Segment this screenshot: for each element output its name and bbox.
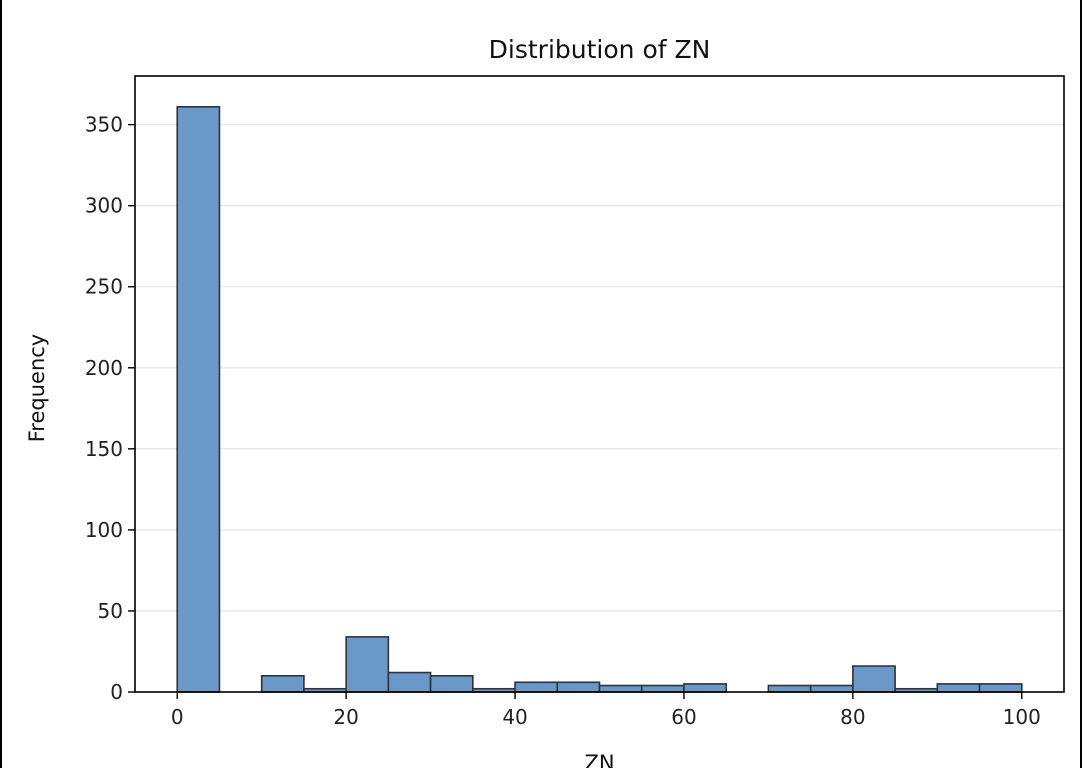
histogram-bar xyxy=(936,683,981,693)
histogram-bar xyxy=(260,674,305,693)
histogram-bar xyxy=(767,684,812,693)
x-tick-label: 100 xyxy=(1003,705,1041,729)
y-axis-ticks: 0 50 100 150 200 250 300 350 xyxy=(85,113,135,704)
histogram-bar xyxy=(978,683,1023,693)
x-tick-label: 60 xyxy=(671,705,696,729)
x-tick-label: 0 xyxy=(171,705,184,729)
y-tick-label: 350 xyxy=(85,113,123,137)
y-tick-label: 0 xyxy=(110,680,123,704)
y-tick-label: 150 xyxy=(85,437,123,461)
x-axis-label: ZN xyxy=(584,751,614,768)
histogram-bar xyxy=(387,671,432,693)
y-tick-label: 250 xyxy=(85,275,123,299)
histogram-bar xyxy=(556,681,601,693)
histogram-bar xyxy=(176,106,221,693)
plot-area-border xyxy=(134,75,1065,693)
histogram-bars xyxy=(176,106,1023,693)
chart-title: Distribution of ZN xyxy=(489,35,711,64)
y-tick-label: 100 xyxy=(85,518,123,542)
histogram-bar xyxy=(640,684,685,693)
histogram-bar xyxy=(598,684,643,693)
histogram-bar xyxy=(429,674,474,693)
x-axis-ticks: 0 20 40 60 80 100 xyxy=(171,692,1041,729)
y-tick-label: 200 xyxy=(85,356,123,380)
histogram-bar xyxy=(683,683,727,693)
histogram-bar xyxy=(514,681,559,693)
y-tick-label: 50 xyxy=(98,599,123,623)
y-axis-label: Frequency xyxy=(25,334,49,443)
histogram-bar xyxy=(852,665,896,693)
histogram-bar xyxy=(345,636,390,693)
x-tick-label: 40 xyxy=(502,705,527,729)
x-tick-label: 20 xyxy=(333,705,358,729)
gridlines xyxy=(135,123,1064,612)
histogram-bar xyxy=(809,684,854,693)
x-tick-label: 80 xyxy=(840,705,865,729)
y-tick-label: 300 xyxy=(85,194,123,218)
